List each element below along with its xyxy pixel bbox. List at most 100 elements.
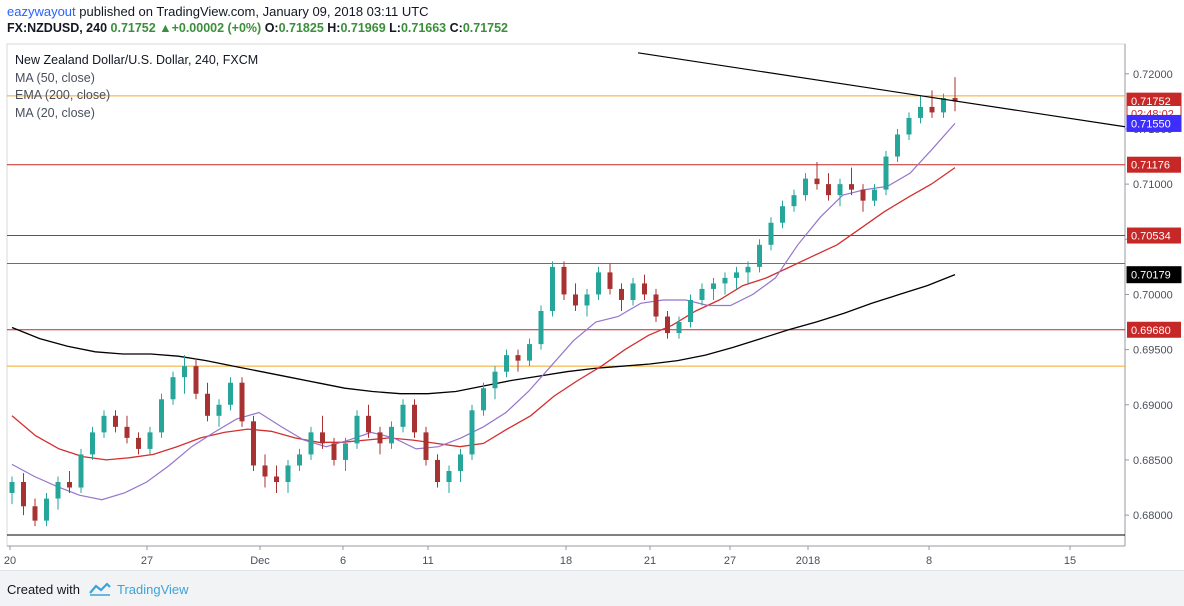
candle-body [412, 404, 417, 433]
x-tick-label: 27 [141, 555, 153, 567]
candle-body [67, 482, 72, 488]
candle-body [504, 355, 509, 372]
symbol-label: FX:NZDUSD, 240 [7, 21, 108, 35]
candle-body [354, 415, 360, 444]
candle-body [860, 189, 866, 201]
candle-body [435, 459, 440, 483]
close-value: 0.71752 [462, 21, 509, 35]
candle-body [722, 277, 728, 284]
publish-header: eazywayout published on TradingView.com,… [0, 0, 1184, 44]
candle-body [159, 399, 164, 433]
y-tick-label: 0.69000 [1133, 400, 1173, 412]
open-label: O: [264, 21, 279, 35]
candle-body [768, 222, 774, 245]
candle-body [883, 156, 889, 190]
candle-body [527, 344, 532, 361]
low-value: 0.71663 [400, 21, 447, 35]
candle-body [458, 454, 463, 471]
candle-body [113, 415, 118, 427]
candle-body [688, 299, 693, 323]
publish-info: published on TradingView.com, January 09… [75, 4, 429, 19]
candle-body [538, 310, 544, 345]
candle-body [872, 189, 877, 201]
candle-body [791, 195, 797, 207]
candle-body [308, 432, 314, 455]
candle-body [596, 272, 601, 295]
candle-body [584, 294, 590, 306]
candle-body [55, 482, 61, 499]
footer: Created with TradingView [0, 570, 1184, 606]
candle-body [814, 178, 820, 185]
candle-body [297, 454, 302, 466]
x-tick-label: 27 [724, 555, 736, 567]
candle-body [400, 404, 406, 427]
price-change: +0.00002 (+0%) [171, 21, 262, 35]
x-tick-label: 18 [560, 555, 572, 567]
candle-body [665, 316, 670, 334]
candle-body [929, 106, 935, 113]
candle-body [331, 443, 337, 460]
price-label-box [1126, 266, 1182, 284]
candle-body [745, 266, 751, 273]
candle-body [320, 432, 325, 444]
ma20-line [11, 123, 956, 501]
last-price: 0.71752 [110, 21, 156, 35]
candle-body [826, 184, 831, 196]
candle-body [205, 393, 210, 416]
candle-body [573, 294, 578, 306]
candle-body [32, 506, 38, 521]
quote-line: FX:NZDUSD, 240 0.71752 ▲+0.00002 (+0%) O… [7, 21, 508, 35]
candle-body [216, 404, 222, 416]
candle-body [101, 415, 107, 433]
price-chart[interactable]: 0.68000 0.68500 0.69000 0.69500 0.70000 0.705… [0, 0, 1184, 570]
candle-body [21, 482, 26, 507]
candle-body [124, 426, 130, 438]
candle-body [262, 465, 268, 477]
candle-body [952, 98, 958, 102]
candle-body [918, 106, 923, 118]
legend-ma50: MA (50, close) [15, 70, 95, 85]
candle-body [182, 366, 187, 378]
legend-main-series: New Zealand Dollar/U.S. Dollar, 240, FXC… [15, 53, 259, 67]
up-arrow-icon: ▲ [159, 21, 172, 35]
candle-body [676, 322, 682, 334]
candle-body [377, 432, 383, 444]
candle-body [837, 184, 843, 196]
candle-body [699, 288, 705, 300]
candle-body [136, 437, 141, 449]
x-tick-label: 11 [422, 555, 433, 567]
y-tick-label: 0.69500 [1133, 345, 1173, 357]
price-label-box [1126, 114, 1182, 132]
candle-body [849, 184, 854, 190]
x-tick-label: 8 [926, 555, 932, 567]
candle-body [228, 382, 233, 405]
candle-body [170, 377, 176, 400]
publish-line: eazywayout published on TradingView.com,… [7, 4, 429, 19]
tradingview-link[interactable]: TradingView [117, 582, 189, 597]
low-label: L: [389, 21, 401, 35]
plot-area [6, 43, 1126, 547]
candle-body [895, 134, 900, 157]
candle-body [492, 371, 498, 389]
candle-body [90, 432, 95, 455]
y-tick-label: 0.70000 [1133, 289, 1173, 301]
chart-legend: New Zealand Dollar/U.S. Dollar, 240, FXC… [15, 52, 258, 122]
x-tick-label: 20 [4, 555, 16, 567]
y-tick-label: 0.68000 [1133, 510, 1173, 522]
candle-body [78, 454, 84, 488]
author-link[interactable]: eazywayout [7, 4, 76, 19]
level-label-text: 0.70534 [1131, 231, 1171, 243]
y-tick-label: 0.72000 [1133, 69, 1173, 81]
candle-body [630, 283, 636, 300]
candle-body [469, 410, 475, 455]
candle-body [446, 470, 452, 483]
candle-body [251, 421, 256, 466]
candle-body [44, 498, 49, 521]
candle-body [515, 355, 521, 361]
candle-body [366, 415, 371, 433]
candle-body [757, 244, 762, 267]
price-label-text: 0.71550 [1131, 118, 1171, 130]
level-label-box [1127, 227, 1181, 244]
legend-ema200: EMA (200, close) [15, 88, 111, 102]
x-tick-label: 2018 [796, 555, 820, 567]
